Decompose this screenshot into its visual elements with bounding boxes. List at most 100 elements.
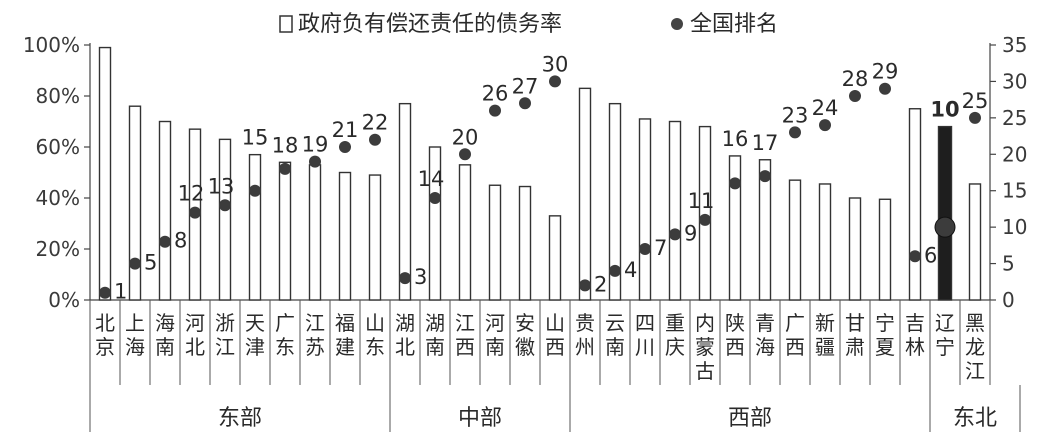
category-label: 海 [125, 335, 145, 359]
rank-label: 25 [962, 89, 989, 113]
category-label: 疆 [815, 335, 835, 359]
category-label: 海 [155, 311, 175, 335]
rank-label: 6 [924, 243, 937, 267]
category-label: 湖 [425, 311, 445, 335]
rank-label: 13 [208, 174, 235, 198]
rank-label: 8 [174, 229, 187, 253]
ratio-bar [368, 174, 382, 301]
ratio-bar [488, 184, 502, 301]
category-label: 贵 [575, 311, 595, 335]
category-label: 宁 [875, 311, 895, 335]
region-label: 东北 [953, 406, 997, 431]
rank-dot [249, 184, 261, 197]
rank-dot [369, 133, 381, 146]
right-tick-label: 5 [1002, 252, 1015, 276]
rank-dot [699, 213, 711, 226]
region-label: 西部 [728, 406, 772, 431]
category-label: 南 [485, 335, 505, 359]
category-label: 河 [185, 311, 205, 335]
category-label: 内 [695, 311, 715, 335]
category-label: 西 [725, 335, 745, 359]
category-label: 林 [905, 335, 925, 359]
category-label: 山 [545, 311, 565, 335]
ratio-bar [308, 164, 322, 301]
left-tick-label: 60% [36, 135, 80, 159]
rank-label: 16 [722, 127, 749, 151]
ratio-bar [728, 155, 742, 301]
category-label: 西 [545, 335, 565, 359]
rank-label: 10 [930, 98, 959, 122]
ratio-bar [878, 198, 892, 301]
legend-bar-label: 政府负有偿还责任的债务率 [298, 12, 562, 37]
category-label: 甘 [845, 311, 865, 335]
rank-dot [189, 206, 201, 219]
ratio-bar [968, 183, 982, 301]
region-label: 东部 [218, 406, 262, 431]
category-label: 青 [755, 311, 775, 335]
rank-dot [819, 119, 831, 132]
right-tick-label: 0 [1002, 288, 1015, 312]
category-label: 湖 [395, 311, 415, 335]
category-label: 辽 [935, 311, 955, 335]
rank-dot [459, 148, 471, 161]
rank-dot [849, 90, 861, 102]
category-label: 京 [95, 335, 115, 359]
rank-dot [934, 216, 956, 238]
rank-dot [759, 170, 771, 183]
ratio-bar [937, 125, 953, 301]
category-label: 川 [635, 335, 655, 359]
ratio-bar [98, 46, 112, 301]
rank-label: 17 [752, 131, 779, 155]
category-label: 建 [335, 335, 355, 359]
rank-label: 29 [872, 60, 899, 84]
legend-dot-swatch [671, 18, 683, 30]
category-label: 天 [245, 311, 265, 335]
ratio-bar [518, 185, 532, 301]
rank-label: 18 [272, 133, 299, 157]
legend-bar-swatch [279, 15, 293, 33]
category-label: 蒙 [695, 335, 715, 359]
ratio-bar [218, 138, 232, 301]
category-label: 古 [695, 359, 715, 383]
right-tick-label: 25 [1002, 106, 1027, 130]
category-label: 江 [455, 311, 475, 335]
category-label: 宁 [935, 335, 955, 359]
category-label: 广 [275, 311, 295, 335]
category-label: 四 [635, 311, 655, 335]
category-label: 肃 [845, 335, 865, 359]
category-label: 河 [485, 311, 505, 335]
ratio-bar [758, 159, 772, 301]
rank-label: 14 [418, 167, 445, 191]
rank-label: 9 [684, 221, 697, 245]
rank-label: 2 [594, 272, 607, 296]
category-label: 西 [785, 335, 805, 359]
ratio-bar [698, 125, 712, 301]
category-label: 西 [455, 335, 475, 359]
rank-dot [279, 162, 291, 175]
ratio-bar [428, 146, 442, 301]
rank-label: 7 [654, 236, 667, 260]
rank-dot [129, 257, 141, 270]
rank-label: 11 [688, 189, 715, 213]
rank-label: 22 [362, 111, 389, 135]
rank-dot [339, 141, 351, 153]
ratio-bar [908, 108, 922, 301]
ratio-bar [818, 183, 832, 301]
category-label: 夏 [875, 335, 895, 359]
rank-label: 4 [624, 258, 637, 282]
rank-dot [219, 199, 231, 212]
category-label: 福 [335, 311, 355, 335]
rank-dot [519, 97, 531, 110]
category-label: 新 [815, 311, 835, 335]
left-tick-label: 100% [23, 33, 80, 57]
category-label: 州 [575, 335, 595, 359]
rank-label: 21 [332, 118, 359, 142]
right-tick-label: 35 [1002, 33, 1027, 57]
category-label: 重 [665, 311, 685, 335]
rank-dot [909, 250, 921, 263]
left-tick-label: 0% [48, 288, 80, 312]
rank-dot [99, 286, 111, 299]
rank-label: 3 [414, 265, 427, 289]
ratio-bar [638, 118, 652, 301]
